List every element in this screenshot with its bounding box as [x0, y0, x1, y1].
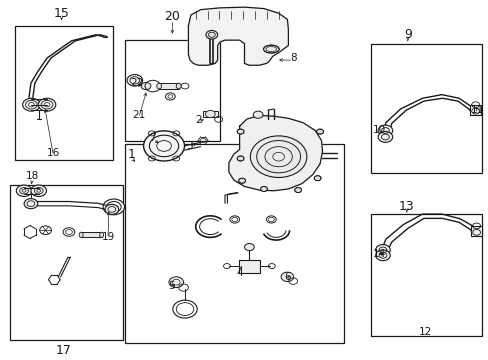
Circle shape: [244, 243, 254, 251]
Bar: [203, 111, 217, 117]
Text: 10: 10: [372, 125, 385, 135]
Circle shape: [103, 199, 124, 215]
Circle shape: [316, 129, 323, 134]
Ellipse shape: [79, 232, 83, 238]
Circle shape: [141, 82, 151, 90]
Text: 21: 21: [132, 111, 145, 121]
Bar: [10, 185, 122, 339]
Bar: [125, 40, 220, 140]
Ellipse shape: [157, 83, 161, 89]
Ellipse shape: [100, 232, 103, 238]
Bar: [238, 260, 260, 273]
Circle shape: [375, 244, 389, 255]
Circle shape: [237, 129, 244, 134]
Circle shape: [253, 111, 263, 118]
Circle shape: [16, 185, 32, 197]
Text: 7: 7: [149, 133, 156, 143]
Text: 8: 8: [289, 53, 296, 63]
Circle shape: [314, 176, 321, 181]
Bar: [15, 26, 113, 160]
Text: 19: 19: [101, 232, 114, 242]
Ellipse shape: [176, 83, 181, 89]
Circle shape: [24, 199, 38, 209]
Text: 1: 1: [127, 148, 135, 161]
Text: 3: 3: [186, 141, 193, 151]
Polygon shape: [228, 116, 322, 191]
Text: 14: 14: [372, 248, 385, 258]
Text: 15: 15: [54, 7, 69, 20]
Text: 9: 9: [403, 28, 411, 41]
Circle shape: [377, 132, 392, 142]
Circle shape: [205, 31, 217, 39]
Text: 18: 18: [26, 171, 39, 181]
Bar: [370, 214, 482, 336]
Bar: [159, 83, 178, 89]
Circle shape: [238, 178, 245, 183]
Bar: [470, 226, 481, 235]
Text: 11: 11: [470, 105, 483, 115]
Text: 22: 22: [130, 78, 143, 88]
Circle shape: [377, 125, 392, 136]
Text: 17: 17: [56, 344, 72, 357]
Circle shape: [205, 111, 215, 118]
Circle shape: [143, 131, 184, 161]
Circle shape: [127, 75, 142, 86]
Text: 20: 20: [164, 10, 180, 23]
Bar: [125, 144, 344, 343]
Circle shape: [375, 250, 389, 261]
Bar: [370, 44, 482, 173]
Circle shape: [294, 188, 301, 193]
Circle shape: [38, 98, 56, 111]
Ellipse shape: [263, 45, 279, 53]
Text: 6: 6: [284, 272, 290, 282]
Circle shape: [281, 272, 293, 282]
Circle shape: [105, 204, 119, 215]
Circle shape: [31, 185, 46, 197]
Bar: [81, 232, 102, 237]
Text: 12: 12: [418, 327, 431, 337]
Circle shape: [22, 98, 40, 111]
Circle shape: [168, 277, 183, 288]
Text: 4: 4: [236, 268, 243, 278]
Text: 5: 5: [168, 281, 174, 291]
Text: 13: 13: [398, 201, 414, 213]
Circle shape: [250, 136, 306, 177]
Polygon shape: [188, 7, 288, 65]
Circle shape: [237, 156, 244, 161]
Circle shape: [260, 186, 267, 192]
Text: 16: 16: [47, 148, 60, 158]
Bar: [469, 105, 480, 115]
Text: 2: 2: [194, 115, 201, 125]
